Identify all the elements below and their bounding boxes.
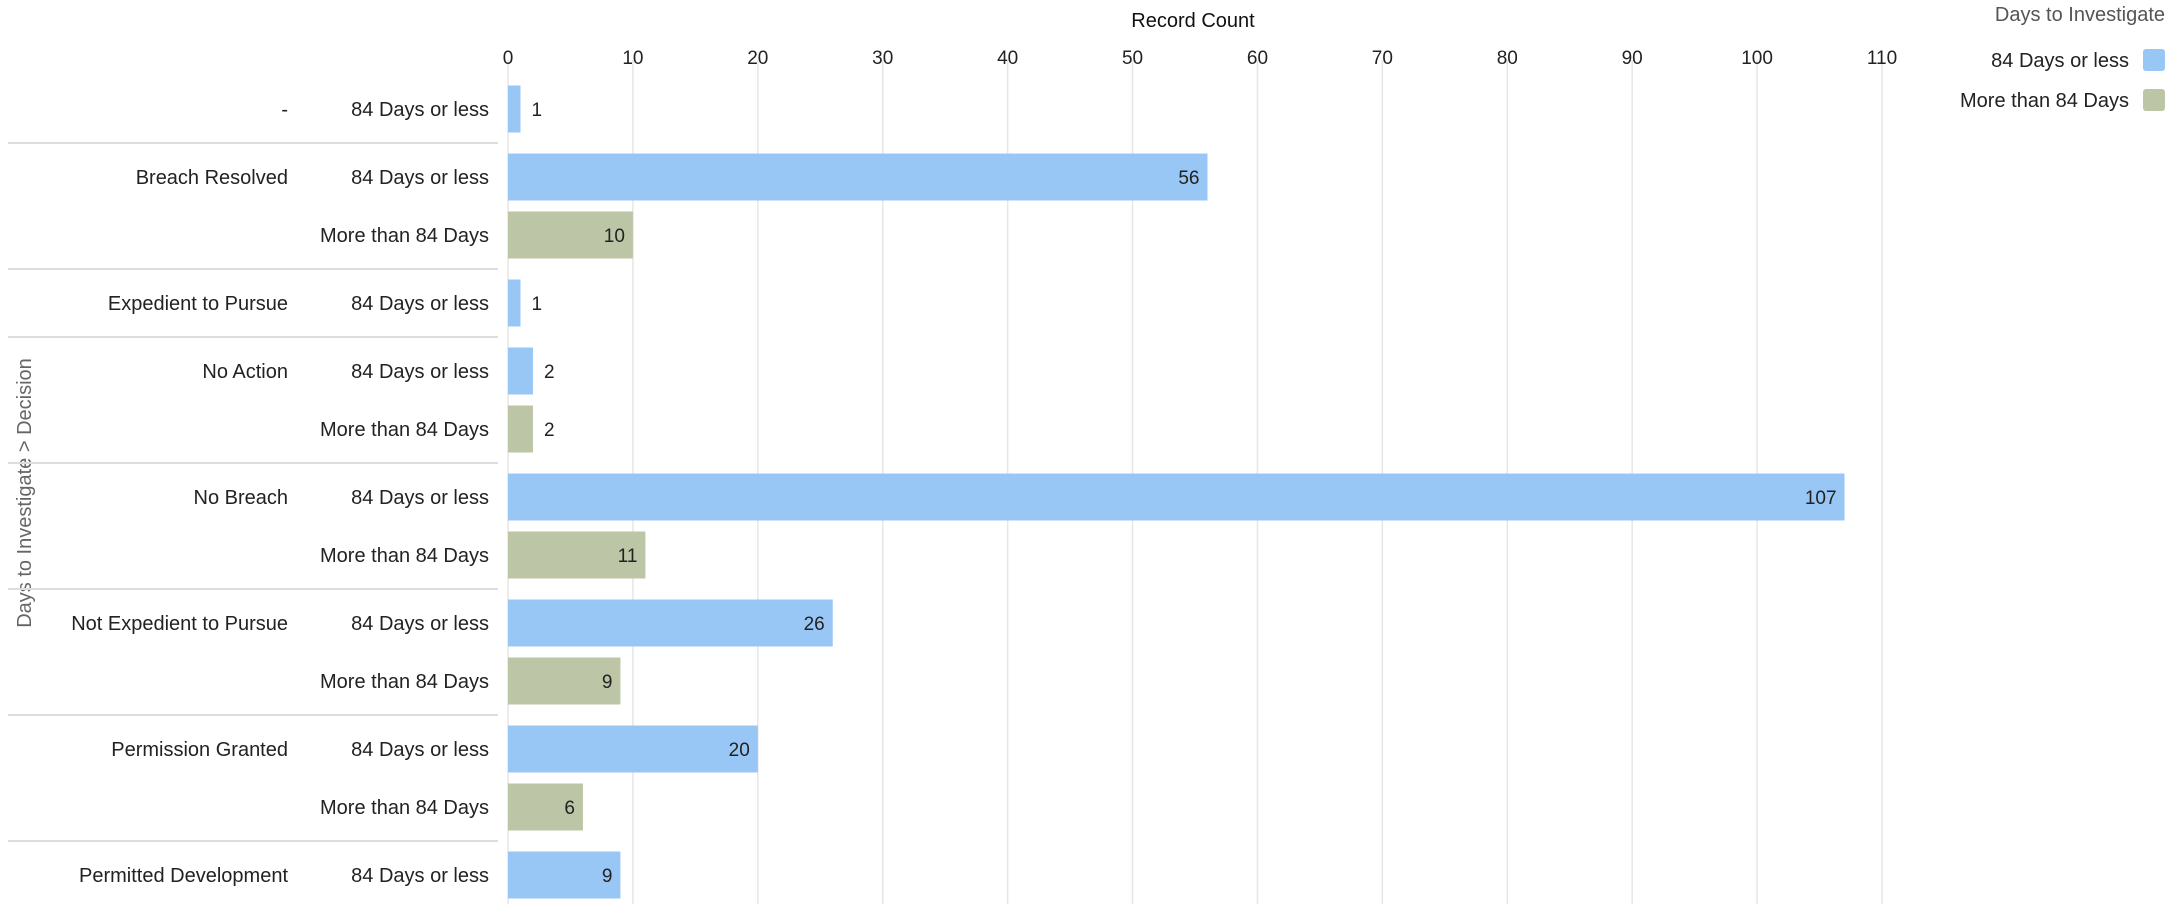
legend-item[interactable]: 84 Days or less [1991, 49, 2165, 72]
legend-swatch [2143, 49, 2165, 71]
bar [508, 153, 1208, 201]
category-group: - 84 Days or less 1 [281, 85, 542, 133]
subcategory-label: More than 84 Days [320, 419, 489, 441]
data-label: 10 [604, 226, 625, 247]
y-axis-title: Days to Investigate > Decision [14, 358, 36, 628]
data-label: 1 [531, 100, 542, 121]
bar [508, 783, 583, 831]
x-tick-label: 20 [747, 48, 768, 69]
category-group: No Action 84 Days or less 2 More than 84 Da… [202, 347, 555, 453]
x-tick-label: 100 [1741, 48, 1773, 69]
subcategory-label: 84 Days or less [351, 739, 489, 761]
subcategory-label: More than 84 Days [320, 797, 489, 819]
bar-rows: - 84 Days or less 1 Breach Resolved 84 Days … [71, 85, 1845, 899]
category-label: Not Expedient to Pursue [71, 613, 288, 635]
bar [508, 85, 521, 133]
x-tick-label: 110 [1867, 48, 1897, 69]
data-label: 2 [544, 362, 555, 383]
data-label: 2 [544, 420, 555, 441]
data-label: 11 [618, 546, 638, 567]
category-label: No Breach [194, 487, 289, 509]
category-label: No Action [202, 361, 288, 383]
x-tick-label: 60 [1247, 48, 1268, 69]
x-tick-label: 80 [1497, 48, 1518, 69]
category-label: Breach Resolved [136, 167, 288, 189]
group-separators [8, 142, 498, 842]
subcategory-label: 84 Days or less [351, 167, 489, 189]
category-group: Expedient to Pursue 84 Days or less 1 [108, 279, 542, 327]
data-label: 1 [531, 294, 542, 315]
bar [508, 279, 521, 327]
data-label: 6 [564, 798, 575, 819]
subcategory-label: 84 Days or less [351, 487, 489, 509]
category-label: Expedient to Pursue [108, 293, 288, 315]
x-tick-label: 10 [622, 48, 643, 69]
subcategory-label: 84 Days or less [351, 361, 489, 383]
category-group: Permitted Development 84 Days or less 9 [79, 851, 621, 899]
subcategory-label: More than 84 Days [320, 545, 489, 567]
data-label: 26 [804, 614, 825, 635]
legend-item[interactable]: More than 84 Days [1960, 89, 2165, 112]
x-tick-label: 70 [1372, 48, 1393, 69]
data-label: 56 [1178, 168, 1199, 189]
category-label: - [281, 99, 288, 121]
x-tick-label: 0 [503, 48, 514, 69]
category-label: Permitted Development [79, 865, 288, 887]
bar [508, 725, 758, 773]
category-group: Permission Granted 84 Days or less 20 More … [111, 725, 758, 831]
legend-title: Days to Investigate [1995, 4, 2165, 26]
subcategory-label: 84 Days or less [351, 865, 489, 887]
x-tick-label: 90 [1622, 48, 1643, 69]
category-group: No Breach 84 Days or less 107 More than 84 … [194, 473, 1845, 579]
legend-label: More than 84 Days [1960, 90, 2129, 112]
bar [508, 347, 533, 395]
x-tick-label: 50 [1122, 48, 1143, 69]
x-tick-labels: 0 10 20 30 40 50 60 70 80 90 100 110 [503, 48, 1897, 69]
subcategory-label: More than 84 Days [320, 225, 489, 247]
data-label: 20 [729, 740, 750, 761]
x-tick-label: 30 [872, 48, 893, 69]
bar [508, 851, 621, 899]
bar [508, 405, 533, 453]
data-label: 9 [602, 672, 613, 693]
bar [508, 211, 633, 259]
legend-label: 84 Days or less [1991, 50, 2129, 72]
category-group: Breach Resolved 84 Days or less 56 More tha… [136, 153, 1208, 259]
bar [508, 531, 646, 579]
bar [508, 657, 621, 705]
data-label: 9 [602, 866, 613, 887]
legend-swatch [2143, 89, 2165, 111]
subcategory-label: More than 84 Days [320, 671, 489, 693]
subcategory-label: 84 Days or less [351, 99, 489, 121]
x-axis-title: Record Count [1131, 10, 1255, 32]
data-label: 107 [1805, 488, 1837, 509]
subcategory-label: 84 Days or less [351, 293, 489, 315]
subcategory-label: 84 Days or less [351, 613, 489, 635]
legend: Days to Investigate 84 Days or less More … [1960, 4, 2165, 112]
category-label: Permission Granted [111, 739, 288, 761]
bar [508, 473, 1845, 521]
category-group: Not Expedient to Pursue 84 Days or less 26… [71, 599, 833, 705]
bar [508, 599, 833, 647]
x-tick-label: 40 [997, 48, 1018, 69]
